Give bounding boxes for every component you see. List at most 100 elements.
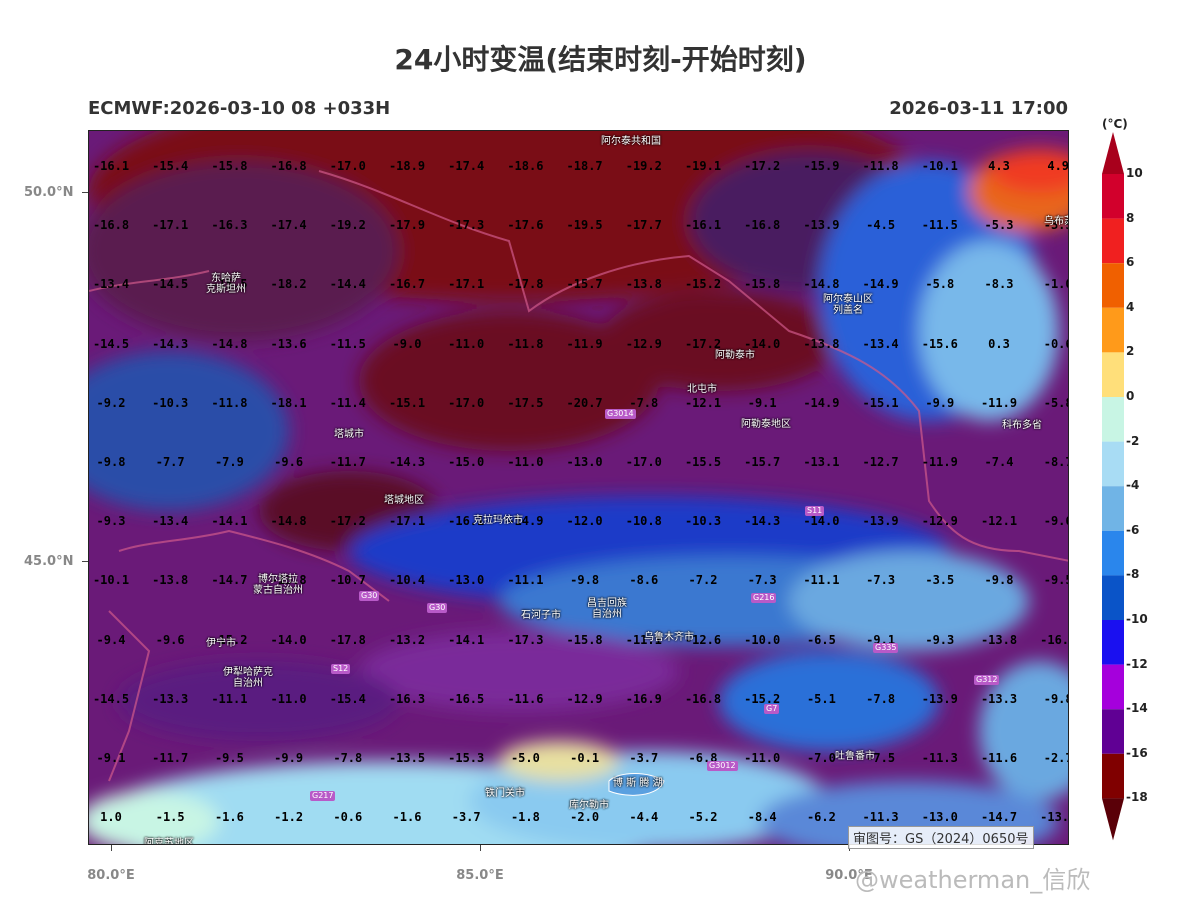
place-label: 伊宁市	[206, 638, 236, 649]
y-axis-label-45: 45.0°N	[24, 554, 74, 569]
grid-value: -9.8	[570, 573, 600, 588]
grid-value: -9.1	[747, 395, 777, 410]
colorbar-tick-label: -4	[1126, 478, 1140, 493]
grid-value: -18.1	[270, 395, 307, 410]
grid-value: -2.7	[1043, 751, 1068, 765]
grid-value: -9.8	[1043, 691, 1068, 706]
place-label: 北屯市	[687, 384, 717, 395]
grid-value: -11.8	[211, 395, 248, 410]
grid-value: -11.1	[211, 691, 248, 706]
grid-value: -1.2	[274, 810, 304, 825]
grid-value: -7.8	[866, 691, 896, 706]
grid-value: -11.0	[744, 751, 781, 765]
grid-value: -15.1	[388, 395, 426, 410]
grid-value: -11.0	[507, 455, 544, 469]
grid-value: -12.9	[566, 691, 603, 706]
grid-value: -16.5	[1040, 632, 1069, 647]
grid-value: -5.8	[925, 277, 955, 292]
grid-value: -16.1	[448, 514, 485, 529]
watermark: @weatherman_信欣	[855, 866, 1091, 894]
grid-value: -13.4	[862, 336, 899, 351]
grid-value: -15.2	[684, 277, 722, 292]
grid-value: -5.8	[1043, 395, 1068, 410]
grid-value: -9.9	[925, 395, 955, 410]
grid-value: -17.4	[270, 218, 307, 233]
grid-value: -17.0	[329, 159, 366, 173]
grid-value: -7.8	[333, 751, 363, 765]
lake	[608, 773, 665, 796]
grid-value: -13.1	[803, 455, 840, 469]
grid-value: -15.7	[744, 455, 781, 469]
grid-value: -10.1	[92, 573, 130, 588]
grid-value: -15.3	[448, 751, 485, 765]
grid-value: -15.6	[921, 336, 958, 351]
grid-value: -13.6	[270, 336, 307, 351]
grid-value: -13.8	[980, 632, 1018, 647]
x-tick	[480, 845, 481, 851]
colorbar-tick-label: -6	[1126, 522, 1140, 537]
grid-value: -7.7	[155, 455, 185, 469]
grid-value: -12.6	[684, 632, 722, 647]
grid-value: -15.5	[211, 277, 248, 292]
grid-value: -0.6	[1043, 336, 1068, 351]
colorbar-segment	[1102, 263, 1124, 308]
grid-value: -1.6	[214, 810, 244, 825]
grid-value: -11.0	[270, 691, 307, 706]
grid-value: -10.3	[152, 395, 189, 410]
grid-value: -11.1	[507, 573, 544, 588]
grid-value: -17.4	[448, 159, 485, 173]
grid-value: -0.6	[333, 810, 363, 825]
grid-value: -14.0	[270, 632, 307, 647]
grid-value: -11.4	[329, 395, 366, 410]
grid-value: -8.3	[984, 277, 1014, 292]
place-label: 博尔塔拉 蒙古自治州	[253, 574, 303, 596]
grid-value: -13.0	[448, 573, 485, 588]
grid-value: -12.9	[921, 514, 958, 529]
colorbar-segment	[1102, 753, 1124, 799]
colorbar-segment	[1102, 620, 1124, 665]
grid-value: -14.8	[803, 277, 840, 292]
place-label: 阿勒泰地区	[741, 419, 791, 430]
grid-value: -3.5	[1043, 218, 1068, 233]
grid-value: -17.1	[388, 514, 426, 529]
valid-time-label: 2026-03-11 17:00	[889, 98, 1068, 119]
colorbar	[1102, 132, 1124, 841]
grid-value: -16.8	[270, 159, 307, 173]
map-field	[89, 131, 1068, 844]
place-label: 阿克苏地区	[144, 838, 194, 845]
grid-value: 4.3	[988, 159, 1010, 173]
chart-title: 24小时变温(结束时刻-开始时刻)	[394, 43, 807, 76]
grid-value: -10.7	[329, 573, 366, 588]
grid-value: -15.1	[862, 395, 899, 410]
grid-value: -17.2	[329, 514, 366, 529]
colorbar-segment	[1102, 486, 1124, 531]
colorbar-tick-label: 8	[1126, 210, 1135, 225]
grid-value: -12.0	[566, 514, 603, 529]
place-label: 乌鲁木齐市	[644, 632, 694, 643]
grid-value: -14.5	[92, 691, 130, 706]
grid-value: -15.0	[448, 455, 485, 469]
grid-value: -10.4	[388, 573, 426, 588]
grid-value: -13.8	[152, 573, 189, 588]
place-label: 东哈萨 克斯坦州	[206, 273, 246, 295]
grid-value: -16.3	[388, 691, 426, 706]
grid-value: -1.6	[392, 810, 422, 825]
grid-value: -7.9	[214, 455, 244, 469]
grid-value: -11.3	[921, 751, 958, 765]
grid-value: -11.5	[921, 218, 958, 233]
grid-value: -7.4	[984, 455, 1014, 469]
grid-value: -20.7	[566, 395, 603, 410]
grid-value: -14.3	[152, 336, 189, 351]
place-label: 昌吉回族 自治州	[587, 598, 627, 620]
road-label: G335	[873, 643, 899, 653]
grid-value: -11.7	[329, 455, 366, 469]
grid-value: -7.8	[629, 395, 659, 410]
colorbar-tick-label: -14	[1126, 701, 1148, 716]
grid-value: -18.2	[270, 277, 307, 292]
grid-value: -5.3	[984, 218, 1014, 233]
grid-value: -15.9	[803, 159, 840, 173]
place-label: 石河子市	[521, 610, 561, 621]
colorbar-segment	[1102, 352, 1124, 397]
colorbar-segment	[1102, 575, 1124, 620]
x-axis-label-85: 85.0°E	[456, 868, 504, 883]
